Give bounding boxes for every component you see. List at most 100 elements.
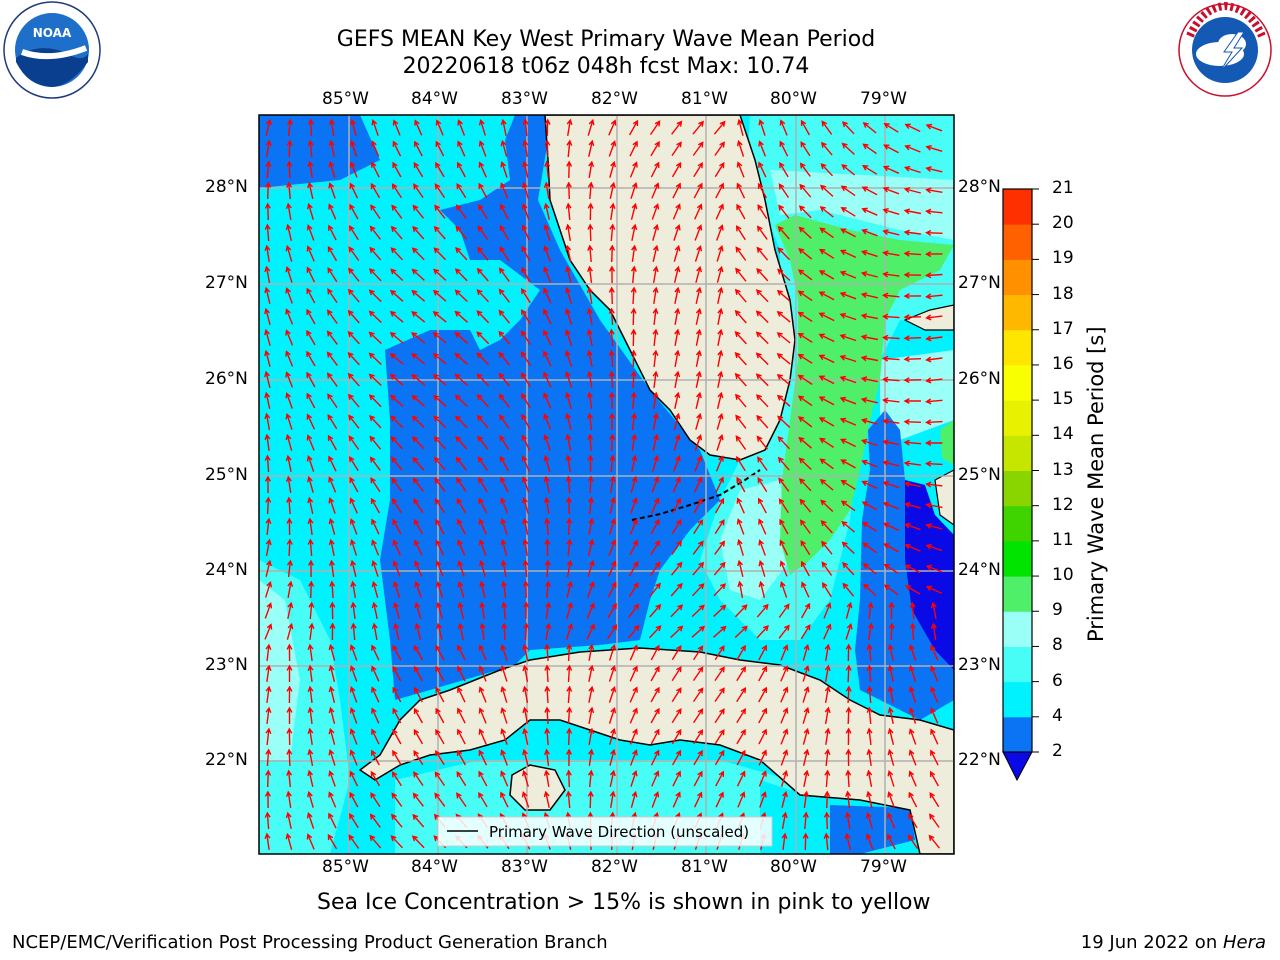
wave-arrow (391, 183, 402, 199)
wave-arrow (392, 707, 402, 724)
wave-arrow (566, 685, 573, 704)
wave-arrow (307, 517, 314, 535)
wave-arrow (882, 376, 900, 383)
wave-arrow (778, 204, 790, 219)
wave-arrow (371, 622, 378, 641)
wave-arrow (522, 160, 529, 178)
wave-arrow (565, 769, 572, 788)
wave-arrow (286, 160, 293, 179)
lat-label-left: 27°N (205, 273, 248, 293)
wave-arrow (566, 664, 573, 683)
wave-arrow (500, 644, 508, 661)
wave-arrow (307, 538, 314, 557)
wave-arrow (566, 559, 573, 578)
wave-arrow (454, 310, 468, 323)
wave-arrow (371, 728, 380, 745)
wave-arrow (587, 496, 594, 515)
wave-arrow (500, 161, 508, 178)
wave-arrow (608, 644, 617, 661)
wave-arrow (436, 622, 443, 640)
wave-arrow (264, 349, 271, 367)
wave-arrow (692, 540, 704, 555)
wave-arrow (629, 707, 638, 724)
colorbar-segment (1003, 224, 1032, 260)
wave-arrow (866, 748, 873, 767)
wave-arrow (306, 371, 316, 388)
wave-arrow (820, 141, 833, 156)
wave-arrow (841, 541, 855, 555)
wave-arrow (882, 355, 900, 362)
wave-arrow (498, 288, 510, 303)
wave-arrow (925, 564, 943, 573)
wave-arrow (413, 665, 424, 682)
wave-arrow (455, 456, 468, 471)
wave-arrow (285, 811, 292, 829)
wave-arrow (264, 454, 271, 473)
wave-arrow (758, 644, 767, 661)
wave-arrow (328, 517, 336, 535)
wave-arrow (758, 518, 767, 535)
wave-arrow (735, 414, 747, 429)
wave-arrow (648, 625, 662, 639)
wave-arrow (736, 140, 745, 157)
wave-arrow (523, 601, 530, 620)
wave-arrow (587, 412, 594, 430)
wave-arrow (757, 456, 768, 471)
colorbar-tick-label: 14 (1052, 424, 1074, 445)
wave-arrow (630, 391, 637, 410)
wave-arrow (652, 286, 659, 305)
wave-arrow (694, 224, 703, 241)
wave-arrow (264, 328, 271, 346)
wave-arrow (756, 603, 769, 618)
wave-arrow (265, 727, 272, 746)
wave-arrow (544, 727, 551, 746)
wave-arrow (904, 123, 921, 133)
wave-arrow (476, 331, 490, 345)
wave-arrow (860, 334, 879, 341)
wave-arrow (371, 601, 378, 619)
wave-arrow (286, 748, 293, 767)
wave-arrow (414, 539, 423, 556)
wave-arrow (883, 543, 899, 553)
wave-arrow (265, 538, 272, 557)
wave-arrow (478, 707, 487, 724)
wave-arrow (671, 518, 682, 535)
wave-arrow (500, 791, 509, 808)
wave-arrow (414, 622, 422, 640)
wave-arrow (499, 414, 510, 429)
wave-arrow (778, 498, 789, 514)
wave-arrow (566, 517, 573, 536)
wave-arrow (434, 477, 446, 492)
wave-arrow (903, 292, 922, 300)
wave-arrow (454, 268, 468, 282)
wave-arrow (328, 476, 337, 493)
wave-arrow (903, 335, 922, 342)
wave-arrow (798, 226, 812, 239)
wave-arrow (479, 580, 486, 598)
wave-arrow (714, 728, 725, 745)
wave-arrow (781, 832, 788, 850)
wave-arrow (925, 272, 943, 279)
wave-arrow (307, 685, 314, 703)
wave-arrow (819, 206, 834, 218)
wave-arrow (392, 140, 402, 157)
wave-arrow (414, 581, 422, 598)
wave-arrow (414, 686, 423, 703)
wave-arrow (457, 161, 466, 178)
wave-arrow (909, 601, 916, 620)
wave-arrow (904, 564, 921, 574)
wave-arrow (498, 309, 511, 324)
nws-logo (1178, 2, 1272, 97)
wave-arrow (925, 398, 943, 405)
wave-arrow (543, 181, 550, 200)
wave-arrow (544, 706, 551, 725)
wave-arrow (777, 436, 791, 450)
wave-arrow (588, 139, 595, 157)
wave-arrow (736, 161, 745, 178)
wave-arrow (500, 707, 508, 724)
wave-arrow (456, 792, 467, 808)
wave-arrow (717, 307, 724, 325)
wave-arrow (862, 122, 877, 134)
colorbar-tick-label: 8 (1052, 635, 1063, 656)
wave-arrow (566, 706, 573, 725)
